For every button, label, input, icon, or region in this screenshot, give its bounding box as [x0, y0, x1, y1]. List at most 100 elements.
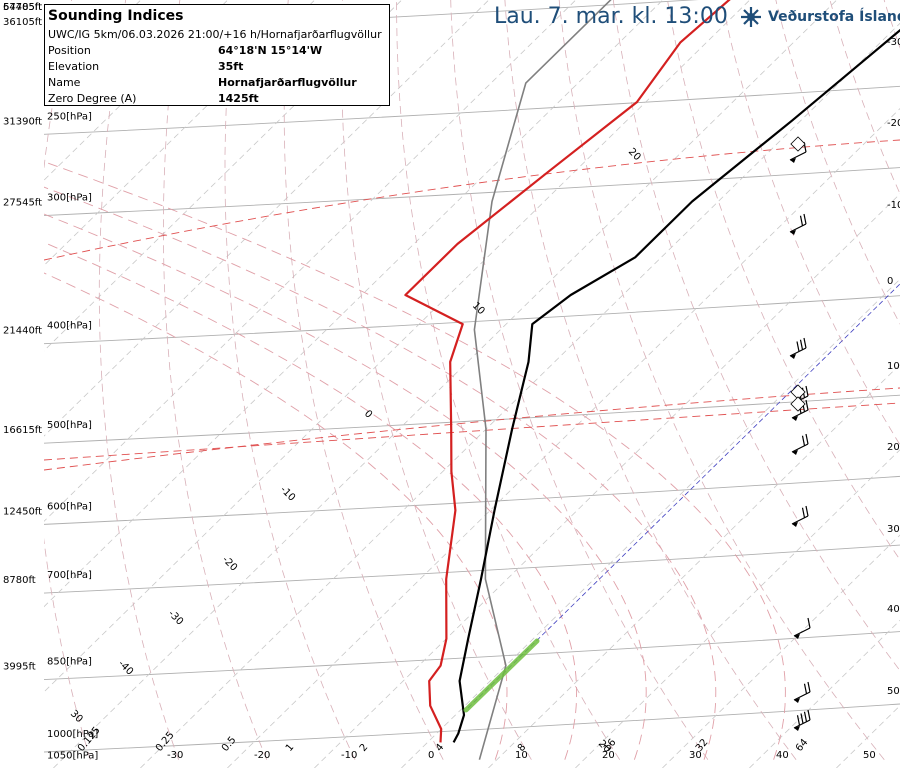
- wind-barb-icon: [789, 213, 807, 235]
- right-temperature-tick: -20: [887, 118, 900, 129]
- height-tick-label: 31390ft: [3, 116, 42, 127]
- reference-dashed-line: [44, 139, 900, 261]
- height-tick-label: 12450ft: [3, 506, 42, 517]
- wind-barb-icon: [791, 505, 809, 527]
- isobar-line: [44, 475, 900, 525]
- info-label: Elevation: [48, 60, 100, 73]
- pressure-tick-label: 1000[hPa]: [47, 729, 98, 740]
- moist-adiabat-line: [44, 161, 786, 760]
- info-row-position: Position 64°18'N 15°14'W: [48, 44, 388, 60]
- reference-dashed-line: [44, 387, 900, 471]
- isotherm-label: -40: [116, 658, 135, 677]
- info-title: Sounding Indices: [48, 8, 184, 24]
- isobar-line: [44, 394, 900, 444]
- dry-adiabat-line: [283, 0, 444, 760]
- isotherm-label: 10: [470, 300, 487, 317]
- isotherm-line: [44, 0, 490, 437]
- chart-title: Lau. 7. mar. kl. 13:00: [494, 4, 728, 29]
- dry-adiabat-line: [450, 0, 709, 760]
- moist-adiabat-line: [44, 272, 508, 760]
- bottom-temperature-tick: -30: [167, 750, 183, 761]
- right-temperature-tick: -10: [887, 200, 900, 211]
- wind-barb-icon: [793, 681, 811, 703]
- info-value: 64°18'N 15°14'W: [218, 44, 323, 57]
- chart-profiles: [404, 0, 900, 760]
- mixing-layer-line: [463, 638, 540, 713]
- bottom-temperature-tick: -20: [254, 750, 270, 761]
- dry-adiabat-line: [667, 0, 900, 561]
- isotherm-line: [44, 0, 403, 352]
- isotherm-line: [314, 193, 900, 768]
- temperature-profile-line: [404, 0, 731, 743]
- sounding-indices-box: Sounding Indices UWC/IG 5km/06.03.2026 2…: [44, 4, 390, 106]
- dry-adiabat-line: [558, 0, 885, 760]
- wind-barb-icon: [793, 617, 811, 639]
- bottom-temperature-tick: 30: [689, 750, 702, 761]
- isotherm-line: [140, 22, 900, 768]
- isotherm-label: 30: [68, 708, 85, 725]
- mixing-ratio-tick: 64: [794, 737, 811, 754]
- height-tick-label: 64485ft: [3, 2, 42, 13]
- pressure-tick-label: 400[hPa]: [47, 321, 92, 332]
- isotherm-line: [44, 0, 577, 522]
- height-tick-label: 16615ft: [3, 425, 42, 436]
- pressure-tick-label: 250[hPa]: [47, 111, 92, 122]
- level-marker-icon: [790, 384, 806, 400]
- wind-barb-icon: [793, 709, 811, 731]
- info-row-zero-degree: Zero Degree (A) 1425ft: [48, 92, 388, 108]
- logo-text: Veðurstofa Íslands: [768, 9, 900, 25]
- isotherm-line: [44, 0, 751, 693]
- mixing-ratio-tick: 1: [284, 742, 297, 754]
- pressure-tick-label: 300[hPa]: [47, 193, 92, 204]
- pressure-tick-label: 700[hPa]: [47, 570, 92, 581]
- isobar-line: [44, 85, 900, 135]
- mixing-ratio-tick: 2: [358, 742, 371, 754]
- reference-dashed-line: [44, 402, 900, 461]
- info-run: UWC/IG 5km/06.03.2026 21:00/+16 h/Hornaf…: [48, 28, 382, 41]
- isotherm-line: [575, 449, 900, 768]
- isotherm-line: [749, 619, 900, 768]
- pressure-tick-label: 850[hPa]: [47, 657, 92, 668]
- info-value: 35ft: [218, 60, 244, 73]
- level-marker-icon: [790, 136, 806, 152]
- height-tick-label: 57705ft: [3, 2, 42, 13]
- info-row-name: Name Hornafjarðarflugvöllur: [48, 76, 388, 92]
- height-tick-label: 36105ft: [3, 17, 42, 28]
- isotherm-line: [401, 278, 900, 768]
- mixing-ratio-tick: 0.5: [220, 735, 239, 754]
- height-tick-label: 3995ft: [3, 662, 36, 673]
- height-tick-label: 27545ft: [3, 198, 42, 209]
- isotherm-line: [44, 0, 316, 267]
- isotherm-line: [53, 0, 838, 768]
- moist-adiabat-line: [44, 213, 647, 760]
- pressure-tick-label: 600[hPa]: [47, 501, 92, 512]
- dry-adiabat-line: [224, 0, 356, 760]
- mixing-ratio-tick: 4: [434, 742, 447, 754]
- wind-barb-icon: [789, 337, 807, 359]
- right-temperature-tick: 40: [887, 604, 900, 615]
- isotherm-label: -10: [278, 484, 297, 503]
- isotherm-label: 20: [626, 146, 643, 163]
- moist-adiabat-line: [44, 241, 578, 760]
- isotherm-line: [488, 363, 900, 768]
- right-temperature-tick: 50: [887, 686, 900, 697]
- bottom-temperature-tick: 10: [515, 750, 528, 761]
- isotherm-line: [662, 534, 900, 768]
- isotherm-label: 0: [362, 408, 374, 420]
- dry-adiabat-line: [396, 0, 621, 760]
- isobar-line: [44, 703, 900, 753]
- vedurstofa-logo-icon: [741, 7, 761, 27]
- isotherm-label: -30: [166, 608, 185, 627]
- parcel-profile-line: [473, 0, 612, 760]
- bottom-temperature-tick: 50: [863, 750, 876, 761]
- dewpoint-profile-line: [452, 28, 900, 743]
- right-temperature-tick: 20: [887, 442, 900, 453]
- isobar-line: [44, 544, 900, 594]
- isotherm-line: [836, 705, 900, 768]
- dry-adiabat-line: [98, 0, 179, 760]
- level-marker-icon: [790, 396, 806, 412]
- pressure-tick-label: 500[hPa]: [47, 420, 92, 431]
- isobar-line: [44, 167, 900, 216]
